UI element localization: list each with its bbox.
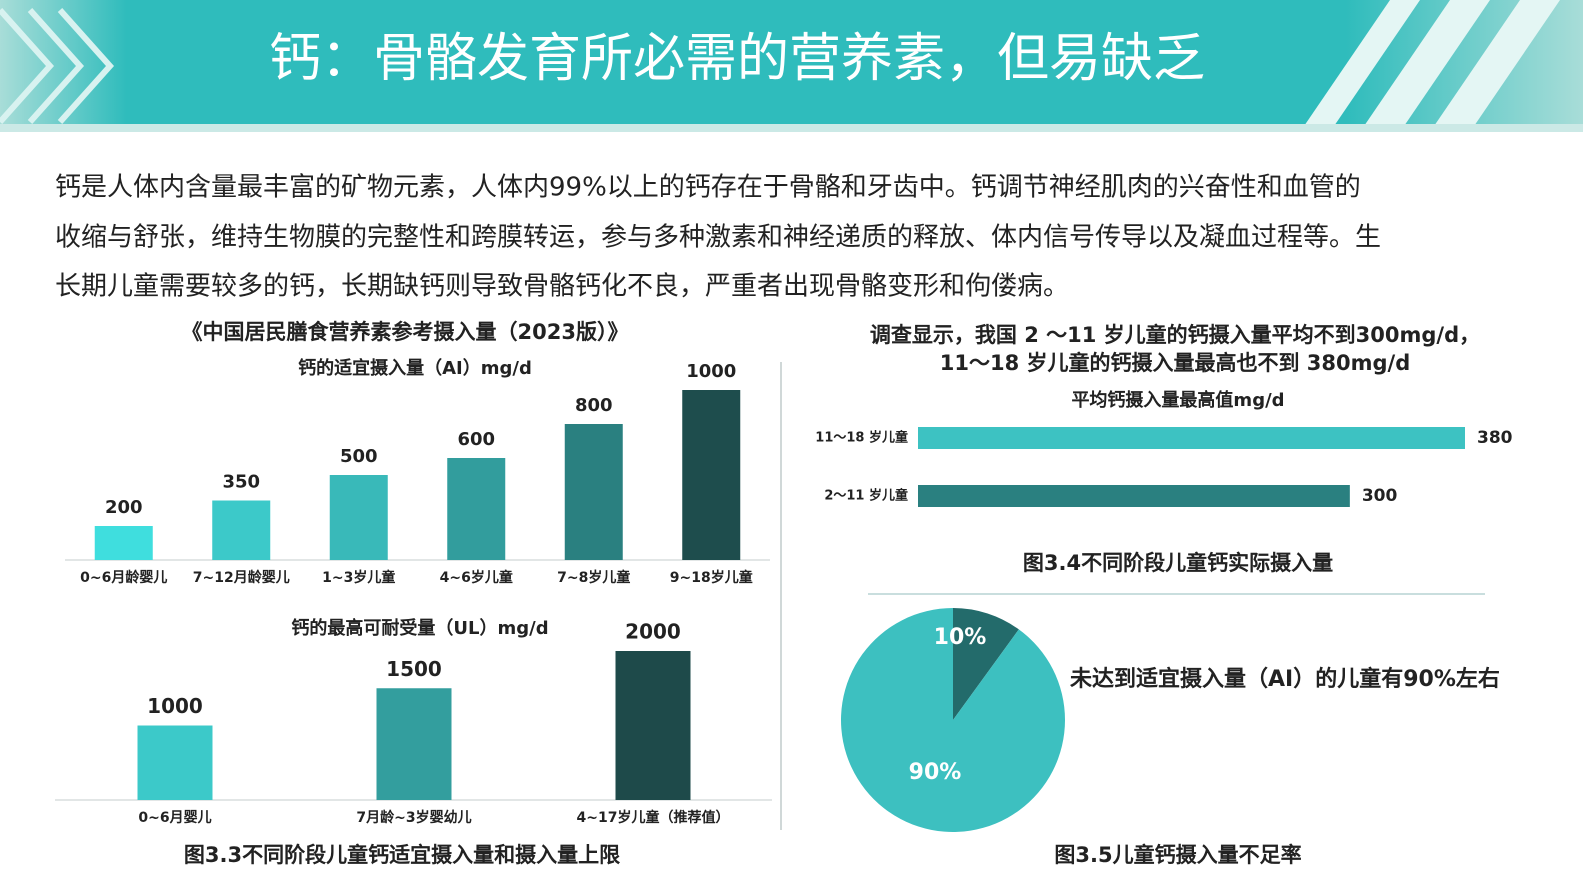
category-label: 4~6岁儿童 (440, 569, 513, 586)
category-label: 7~12月龄婴儿 (193, 569, 290, 586)
category-label: 2～11 岁儿童 (824, 488, 908, 504)
category-label: 0~6月龄婴儿 (80, 569, 167, 586)
bar (682, 390, 741, 560)
bar (137, 725, 213, 800)
value-label: 2000 (625, 620, 681, 644)
chart-title: 钙的最高可耐受量（UL）mg/d (291, 617, 548, 639)
value-label: 300 (1362, 486, 1398, 506)
value-label: 380 (1477, 428, 1513, 448)
bar (94, 526, 153, 560)
intro-line: 长期儿童需要较多的钙，长期缺钙则导致骨骼钙化不良，严重者出现骨骼变形和佝偻病。 (55, 272, 1069, 302)
panel-title: 调查显示，我国 2 ～11 岁儿童的钙摄入量平均不到300mg/d， (870, 323, 1480, 347)
value-label: 800 (575, 395, 613, 416)
header-decoration (0, 8, 115, 124)
value-label: 350 (222, 472, 260, 493)
bar (918, 485, 1350, 507)
header-title: 钙：骨骼发育所必需的营养素，但易缺乏 (269, 29, 1205, 89)
panel-caption: 图3.4不同阶段儿童钙实际摄入量 (1023, 551, 1333, 575)
panel-title: 11～18 岁儿童的钙摄入量最高也不到 380mg/d (940, 351, 1411, 375)
bar (376, 688, 452, 800)
category-label: 0~6月婴儿 (138, 809, 211, 826)
annotation: 未达到适宜摄入量（AI）的儿童有90%左右 (1070, 666, 1500, 692)
category-label: 9~18岁儿童 (670, 569, 753, 586)
value-label: 500 (340, 446, 378, 467)
intro-line: 钙是人体内含量最丰富的矿物元素，人体内99%以上的钙存在于骨骼和牙齿中。钙调节神… (55, 173, 1361, 203)
bar (615, 651, 691, 800)
chart-title: 平均钙摄入量最高值mg/d (1071, 389, 1284, 411)
bar (329, 475, 388, 560)
category-label: 1~3岁儿童 (322, 569, 395, 586)
header-underline (0, 124, 1583, 132)
value-label: 1500 (386, 657, 442, 681)
pie-slice (841, 608, 1066, 833)
bar (918, 427, 1465, 449)
category-label: 7~8岁儿童 (557, 569, 630, 586)
panel-caption: 图3.3不同阶段儿童钙适宜摄入量和摄入量上限 (184, 843, 620, 867)
value-label: 90% (909, 760, 962, 785)
bar (212, 500, 271, 560)
value-label: 1000 (686, 361, 736, 382)
value-label: 10% (934, 625, 987, 650)
panel-caption: 图3.5儿童钙摄入量不足率 (1054, 843, 1301, 867)
header-stripes (1300, 0, 1560, 132)
panel-title: 《中国居民膳食营养素参考摄入量（2023版）》 (182, 320, 629, 344)
pie-slice (953, 608, 1019, 720)
value-label: 200 (105, 497, 143, 518)
category-label: 7月龄~3岁婴幼儿 (356, 809, 471, 826)
value-label: 600 (457, 429, 495, 450)
category-label: 4~17岁儿童（推荐值） (577, 809, 730, 826)
bar (564, 424, 623, 560)
value-label: 1000 (147, 694, 203, 718)
chart-title: 钙的适宜摄入量（AI）mg/d (298, 357, 532, 379)
category-label: 11～18 岁儿童 (815, 430, 908, 446)
bar (447, 458, 506, 560)
intro-line: 收缩与舒张，维持生物膜的完整性和跨膜转运，参与多种激素和神经递质的释放、体内信号… (55, 223, 1381, 253)
